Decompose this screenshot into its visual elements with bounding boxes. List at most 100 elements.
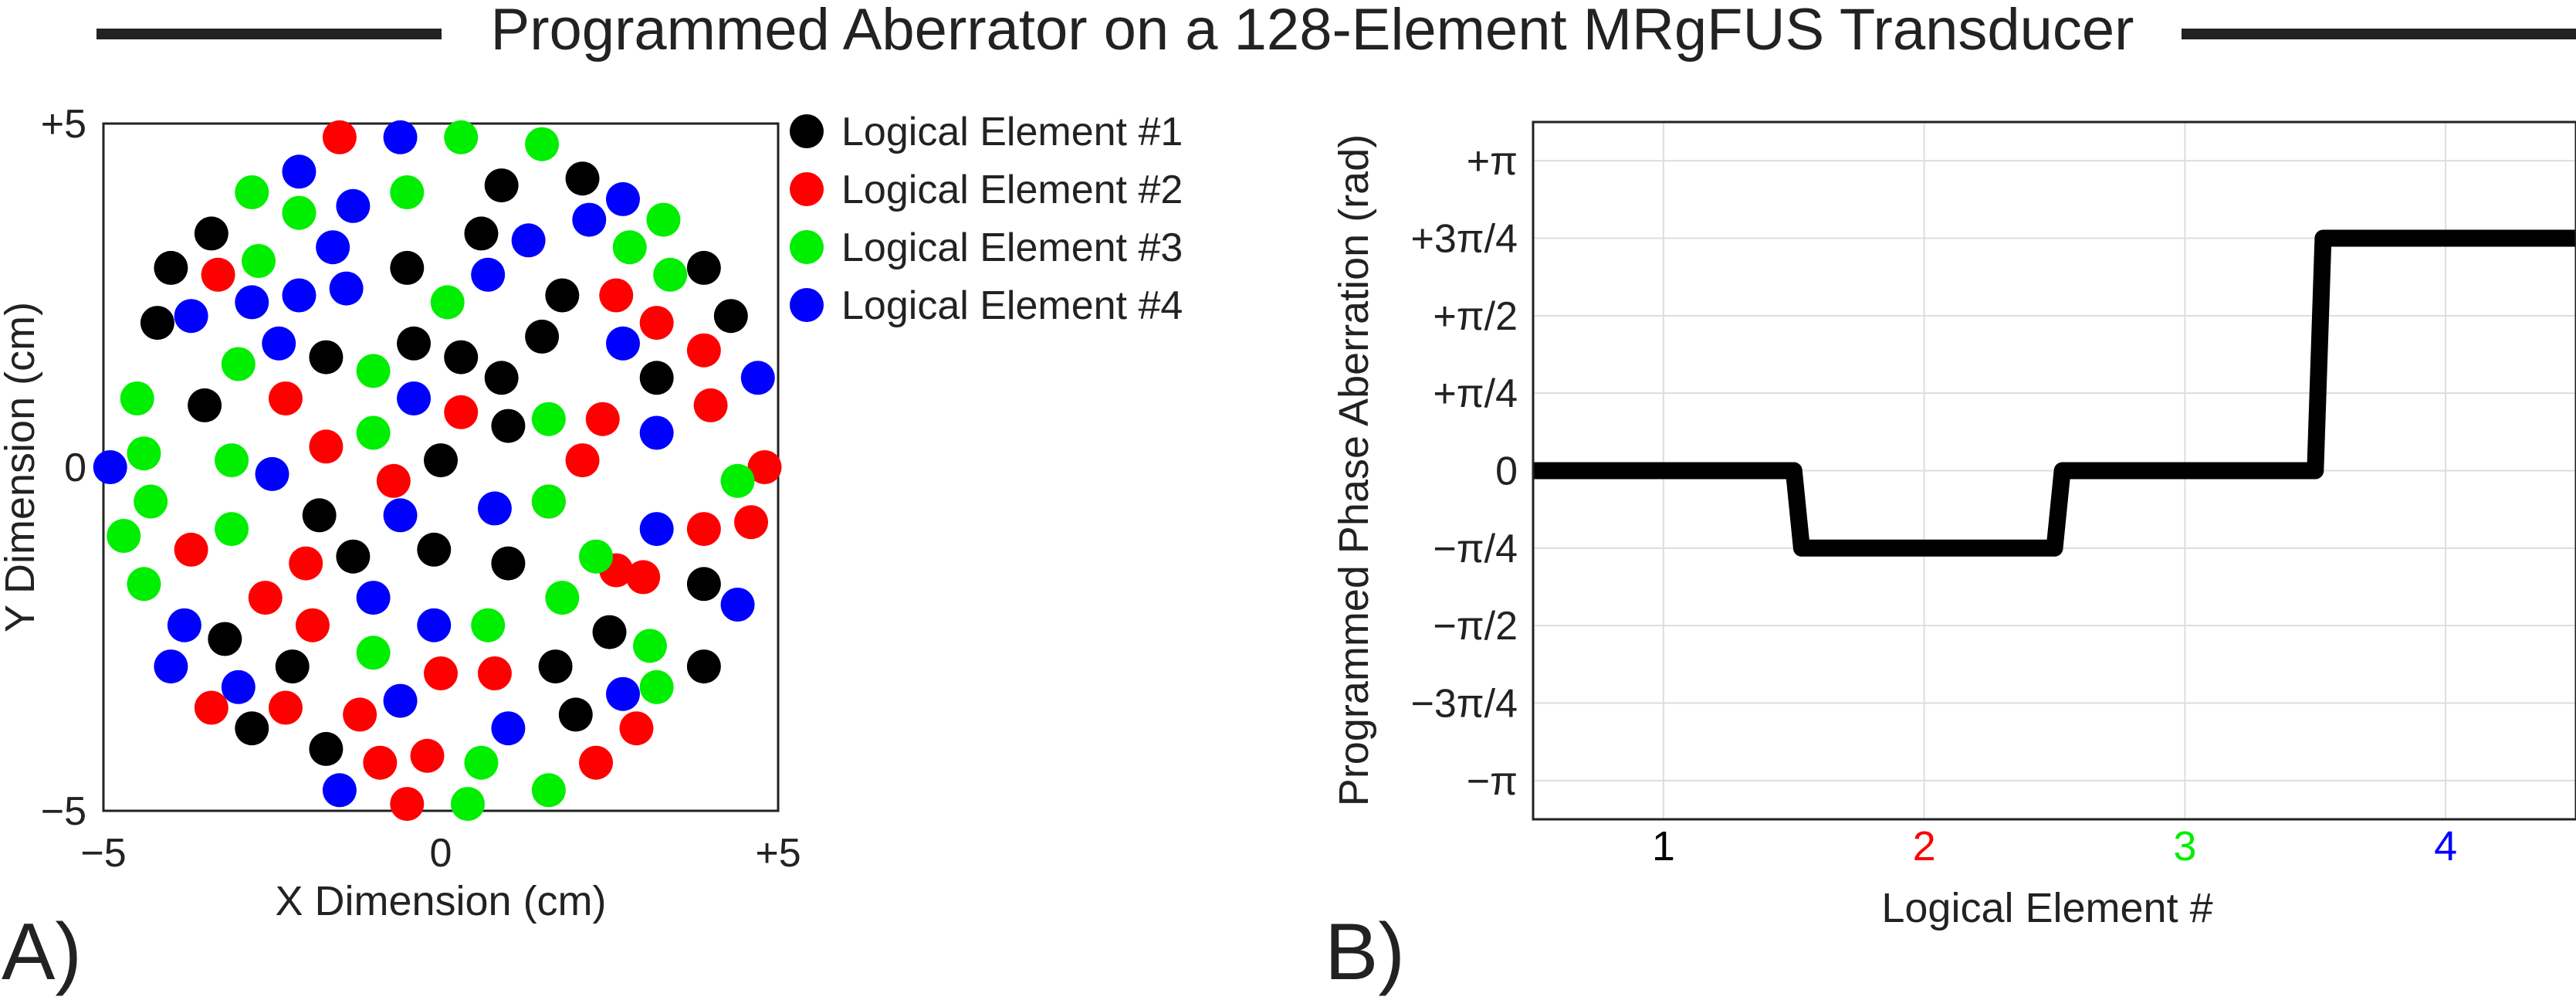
- element-point-2: [268, 381, 303, 415]
- legend-marker-1: [790, 114, 824, 148]
- panel-a-xtick-label: −5: [80, 831, 126, 876]
- element-point-2: [585, 402, 620, 436]
- element-point-1: [491, 546, 526, 581]
- element-point-2: [599, 278, 634, 313]
- element-point-3: [653, 257, 688, 292]
- panel-b-ytick-label: 0: [1495, 449, 1518, 494]
- element-point-3: [632, 629, 667, 663]
- element-point-2: [424, 656, 458, 690]
- panel-a-xtick-label: +5: [755, 831, 801, 876]
- panel-b-ytick-label: −π/2: [1433, 604, 1518, 649]
- panel-b-line: 1 2 3 4 +π +3π/4 +π/2 +π/4 0 −π/4 −π/2 −3π/4 −π Logi…: [1325, 120, 2576, 997]
- element-point-3: [612, 230, 647, 265]
- element-point-2: [444, 395, 479, 429]
- element-point-1: [424, 443, 458, 478]
- element-point-2: [248, 581, 283, 615]
- element-point-4: [605, 676, 640, 711]
- panel-b-xtick-label: 1: [1652, 823, 1675, 869]
- element-point-1: [444, 340, 479, 375]
- element-point-2: [734, 505, 769, 540]
- element-point-1: [464, 216, 499, 251]
- panel-a-points: [93, 120, 782, 822]
- element-point-1: [686, 649, 721, 684]
- element-point-1: [154, 250, 188, 285]
- element-point-4: [397, 381, 432, 415]
- panel-b-ytick-label: −3π/4: [1410, 682, 1518, 727]
- element-point-1: [525, 319, 560, 354]
- element-point-4: [93, 450, 127, 484]
- element-point-3: [107, 519, 141, 553]
- element-point-3: [531, 402, 566, 436]
- element-point-1: [397, 326, 432, 361]
- element-point-3: [531, 773, 566, 808]
- element-point-3: [235, 175, 269, 209]
- element-point-1: [309, 340, 344, 375]
- element-point-1: [484, 168, 519, 203]
- panel-a-ylabel: Y Dimension (cm): [0, 302, 43, 632]
- element-point-2: [579, 745, 614, 780]
- element-point-4: [720, 588, 755, 622]
- element-point-2: [390, 787, 425, 822]
- element-point-3: [646, 202, 681, 237]
- element-point-4: [316, 230, 350, 265]
- element-point-2: [268, 690, 303, 725]
- element-point-4: [383, 120, 418, 154]
- element-point-4: [383, 683, 418, 718]
- element-point-4: [154, 649, 188, 684]
- element-point-4: [639, 415, 674, 450]
- element-point-3: [127, 436, 161, 471]
- element-point-4: [282, 278, 316, 313]
- element-point-2: [295, 608, 330, 642]
- element-point-2: [619, 711, 654, 746]
- element-point-4: [282, 154, 316, 189]
- element-point-2: [747, 450, 782, 484]
- element-point-3: [221, 347, 256, 381]
- element-point-2: [626, 560, 661, 595]
- element-point-2: [376, 463, 411, 498]
- panel-a-ytick-label: −5: [41, 789, 86, 834]
- element-point-2: [693, 388, 728, 422]
- element-point-1: [484, 361, 519, 395]
- element-point-4: [417, 608, 452, 642]
- element-point-1: [565, 161, 600, 196]
- element-point-1: [686, 567, 721, 602]
- panel-b-axes-box: [1532, 120, 2576, 821]
- element-point-1: [235, 711, 269, 746]
- element-point-4: [383, 498, 418, 533]
- element-point-2: [194, 690, 228, 725]
- element-point-1: [309, 731, 344, 766]
- panel-label-b: B): [1325, 907, 1405, 997]
- element-point-1: [491, 408, 526, 443]
- element-point-3: [282, 195, 316, 230]
- element-point-1: [188, 388, 222, 422]
- panel-label-a: A): [2, 907, 82, 997]
- element-point-4: [174, 299, 208, 334]
- element-point-3: [464, 745, 499, 780]
- legend-label-1: Logical Element #1: [841, 110, 1183, 154]
- element-point-3: [390, 175, 425, 209]
- element-point-4: [356, 581, 391, 615]
- panel-b-ytick-label: +3π/4: [1410, 216, 1518, 261]
- element-point-3: [545, 581, 580, 615]
- element-point-3: [471, 608, 506, 642]
- element-point-3: [127, 567, 161, 602]
- element-point-4: [740, 361, 775, 395]
- element-point-2: [639, 306, 674, 341]
- element-point-3: [531, 484, 566, 519]
- panel-b-xtick-label: 4: [2434, 823, 2457, 869]
- element-point-3: [444, 120, 479, 154]
- panel-a-ticks: −5 0 +5 −5 0 +5: [41, 102, 801, 876]
- element-point-3: [120, 381, 154, 415]
- element-point-1: [275, 649, 310, 684]
- element-point-4: [255, 456, 289, 491]
- element-point-1: [686, 250, 721, 285]
- legend-label-4: Logical Element #4: [841, 283, 1183, 328]
- legend-label-2: Logical Element #2: [841, 168, 1183, 212]
- element-point-1: [713, 299, 748, 334]
- element-point-2: [565, 443, 600, 478]
- element-point-2: [309, 429, 344, 464]
- panel-a-xlabel: X Dimension (cm): [275, 878, 606, 924]
- element-point-4: [471, 257, 506, 292]
- element-point-4: [329, 271, 364, 306]
